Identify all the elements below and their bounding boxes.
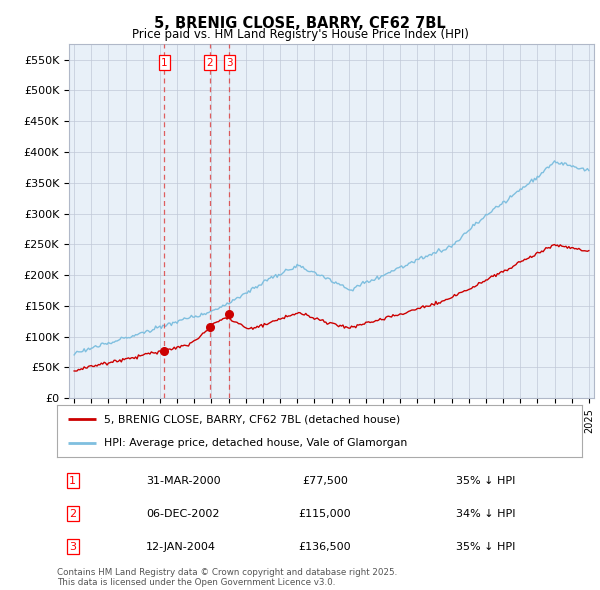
- Text: 3: 3: [226, 58, 233, 68]
- Text: Price paid vs. HM Land Registry's House Price Index (HPI): Price paid vs. HM Land Registry's House …: [131, 28, 469, 41]
- Text: 1: 1: [69, 476, 76, 486]
- Text: Contains HM Land Registry data © Crown copyright and database right 2025.
This d: Contains HM Land Registry data © Crown c…: [57, 568, 397, 587]
- Text: £136,500: £136,500: [298, 542, 351, 552]
- Text: 2: 2: [69, 509, 76, 519]
- Text: £77,500: £77,500: [302, 476, 347, 486]
- Text: 2: 2: [207, 58, 214, 68]
- Text: 5, BRENIG CLOSE, BARRY, CF62 7BL: 5, BRENIG CLOSE, BARRY, CF62 7BL: [154, 16, 446, 31]
- Text: 34% ↓ HPI: 34% ↓ HPI: [456, 509, 515, 519]
- Text: 5, BRENIG CLOSE, BARRY, CF62 7BL (detached house): 5, BRENIG CLOSE, BARRY, CF62 7BL (detach…: [104, 414, 401, 424]
- Text: 12-JAN-2004: 12-JAN-2004: [146, 542, 216, 552]
- Text: 1: 1: [161, 58, 167, 68]
- Text: 06-DEC-2002: 06-DEC-2002: [146, 509, 220, 519]
- Text: HPI: Average price, detached house, Vale of Glamorgan: HPI: Average price, detached house, Vale…: [104, 438, 407, 448]
- Text: 3: 3: [69, 542, 76, 552]
- Text: 35% ↓ HPI: 35% ↓ HPI: [456, 476, 515, 486]
- Text: £115,000: £115,000: [298, 509, 351, 519]
- Text: 31-MAR-2000: 31-MAR-2000: [146, 476, 221, 486]
- Text: 35% ↓ HPI: 35% ↓ HPI: [456, 542, 515, 552]
